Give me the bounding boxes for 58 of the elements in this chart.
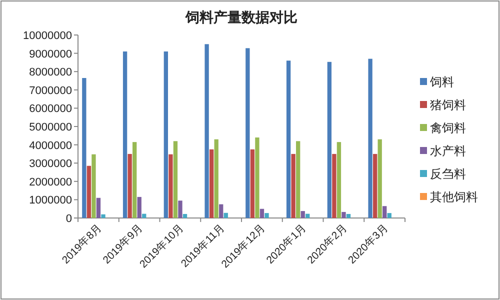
- bar: [250, 149, 255, 218]
- chart-title: 饲料产量数据对比: [184, 9, 298, 26]
- bar: [132, 142, 137, 218]
- bar: [255, 137, 260, 218]
- bar: [264, 213, 269, 218]
- bar: [173, 141, 178, 218]
- bar: [86, 166, 92, 218]
- bar: [82, 78, 86, 218]
- y-tick-label: 9000000: [29, 48, 72, 60]
- bar: [291, 154, 296, 218]
- legend-label: 反刍料: [430, 167, 466, 181]
- bar: [332, 154, 336, 218]
- bar: [327, 62, 332, 218]
- bar: [306, 214, 310, 218]
- legend-label: 其他饲料: [430, 190, 478, 204]
- legend-label: 水产料: [430, 144, 466, 158]
- bar: [346, 214, 351, 218]
- bar: [209, 149, 214, 218]
- bar: [387, 213, 392, 218]
- legend-label: 猪饲料: [430, 98, 466, 112]
- bar: [137, 196, 142, 218]
- bar: [372, 154, 378, 218]
- legend-label: 饲料: [429, 75, 454, 89]
- y-tick-label: 2000000: [29, 176, 72, 188]
- y-tick-label: 5000000: [29, 122, 72, 134]
- y-tick-label: 10000000: [23, 30, 72, 42]
- bar: [368, 58, 372, 218]
- y-tick-label: 7000000: [29, 84, 72, 97]
- bar: [382, 206, 387, 218]
- bar: [178, 200, 182, 218]
- bar: [204, 44, 209, 218]
- bar: [92, 154, 96, 218]
- bar: [164, 51, 168, 218]
- bar: [342, 212, 346, 218]
- bar: [378, 139, 382, 218]
- bar: [214, 139, 218, 218]
- y-tick-label: 6000000: [29, 103, 72, 116]
- bar: [168, 154, 173, 218]
- bar: [219, 204, 224, 218]
- bar: [142, 214, 146, 218]
- bar: [286, 60, 291, 218]
- y-tick-label: 8000000: [29, 66, 72, 79]
- bar: [300, 211, 305, 218]
- y-tick-label: 0: [66, 213, 72, 225]
- bar: [96, 198, 101, 218]
- legend-label: 禽饲料: [430, 121, 466, 135]
- bar: [336, 142, 342, 218]
- bar: [296, 141, 300, 218]
- bar: [122, 51, 128, 218]
- y-tick-label: 1000000: [29, 194, 72, 207]
- bar: [224, 212, 228, 218]
- bar: [128, 154, 132, 218]
- bar: [246, 48, 250, 218]
- bar: [182, 214, 188, 218]
- y-tick-label: 4000000: [29, 140, 72, 152]
- y-tick-label: 3000000: [29, 158, 72, 170]
- bar: [260, 208, 264, 218]
- bar: [101, 214, 106, 218]
